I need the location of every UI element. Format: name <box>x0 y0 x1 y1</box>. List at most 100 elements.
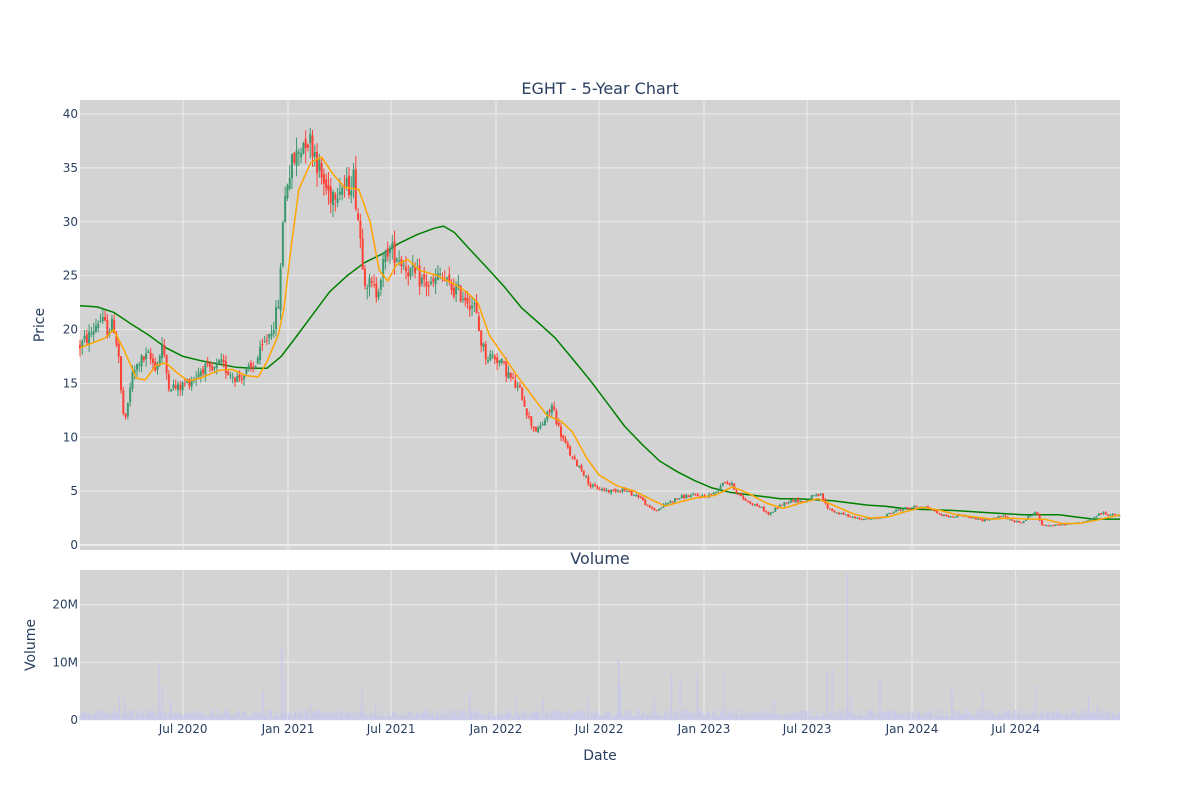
candle-body <box>275 307 278 330</box>
candlestick <box>423 266 426 288</box>
candlestick <box>366 284 369 300</box>
candle-body <box>188 378 191 387</box>
candle-body <box>528 415 531 418</box>
volume-bar <box>660 715 662 720</box>
candle-body <box>712 492 715 495</box>
candlestick <box>375 277 378 303</box>
candle-body <box>297 152 300 154</box>
volume-bar <box>472 712 474 720</box>
candlestick <box>637 494 640 499</box>
volume-bar <box>1050 716 1052 720</box>
volume-bar <box>99 712 102 720</box>
volume-bar <box>1064 714 1066 720</box>
candle-body <box>785 502 788 504</box>
candlestick <box>605 487 608 493</box>
volume-bar <box>147 709 149 720</box>
volume-bar <box>867 711 869 720</box>
candlestick <box>90 327 93 338</box>
candle-body <box>671 501 674 503</box>
candle-body <box>430 281 433 284</box>
candlestick <box>1045 524 1048 527</box>
candlestick <box>452 278 455 300</box>
candlestick <box>357 208 360 222</box>
volume-bar <box>575 711 577 720</box>
volume-bar <box>460 710 462 720</box>
candle-body <box>949 516 952 518</box>
candle-body <box>587 476 590 485</box>
volume-bar <box>361 688 363 720</box>
volume-bar <box>1058 713 1061 720</box>
candlestick <box>512 372 515 380</box>
candlestick <box>268 333 271 345</box>
candle-body <box>642 497 645 501</box>
volume-bar <box>985 710 987 720</box>
volume-bar <box>327 713 329 720</box>
candle-body <box>174 385 177 389</box>
candlestick <box>197 367 200 379</box>
candle-body <box>942 514 945 516</box>
candle-body <box>234 378 237 382</box>
candle-body <box>1045 525 1048 527</box>
candlestick <box>717 488 720 494</box>
volume-bar <box>1040 712 1042 720</box>
volume-bar <box>1029 715 1032 720</box>
candle-body <box>721 482 724 486</box>
candle-body <box>263 341 266 343</box>
candle-body <box>204 363 207 375</box>
volume-bar <box>882 711 885 720</box>
candle-body <box>541 424 544 426</box>
candle-body <box>651 507 654 509</box>
volume-bar <box>787 709 789 720</box>
volume-bar <box>226 710 228 720</box>
volume-bar <box>653 696 656 720</box>
candle-body <box>573 456 576 459</box>
candle-body <box>477 316 480 331</box>
candle-body <box>243 374 246 379</box>
candlestick <box>94 318 97 333</box>
volume-bar <box>982 691 984 720</box>
candle-body <box>1040 520 1043 525</box>
volume-bar <box>161 685 163 720</box>
volume-bar <box>805 711 808 720</box>
volume-bar <box>923 709 926 720</box>
candlestick <box>518 382 521 388</box>
candle-body <box>142 356 145 361</box>
volume-bar <box>535 709 538 720</box>
volume-bar <box>691 714 693 720</box>
candle-body <box>981 519 984 521</box>
volume-bar <box>558 711 560 720</box>
candlestick <box>651 506 654 510</box>
candle-body <box>724 481 727 483</box>
volume-bar <box>587 696 589 720</box>
candlestick <box>787 500 790 505</box>
volume-bar <box>352 715 355 720</box>
candlestick <box>746 500 749 503</box>
volume-bar <box>123 695 126 720</box>
candlestick <box>414 262 417 279</box>
candlestick <box>550 403 553 417</box>
volume-bar <box>556 711 558 720</box>
volume-bar <box>607 709 609 720</box>
volume-bar <box>705 716 707 720</box>
candlestick <box>491 350 494 359</box>
volume-y-tick-label: 10M <box>52 655 78 669</box>
volume-bar <box>1089 713 1091 720</box>
candle-body <box>1015 521 1018 523</box>
volume-bar <box>140 716 143 720</box>
volume-bar <box>496 714 498 720</box>
candle-body <box>685 495 688 499</box>
volume-bar <box>267 716 269 720</box>
volume-bar <box>409 713 411 720</box>
volume-bar <box>1047 712 1049 720</box>
candle-body <box>774 508 777 512</box>
volume-bar <box>224 709 226 720</box>
volume-bar <box>305 710 307 720</box>
candle-body <box>569 446 572 456</box>
candlestick <box>847 513 850 518</box>
candle-body <box>933 510 936 512</box>
volume-bar <box>453 712 455 720</box>
candlestick <box>1047 524 1050 527</box>
candle-body <box>427 285 430 287</box>
volume-y-tick-label: 20M <box>52 598 78 612</box>
candle-body <box>473 303 476 305</box>
